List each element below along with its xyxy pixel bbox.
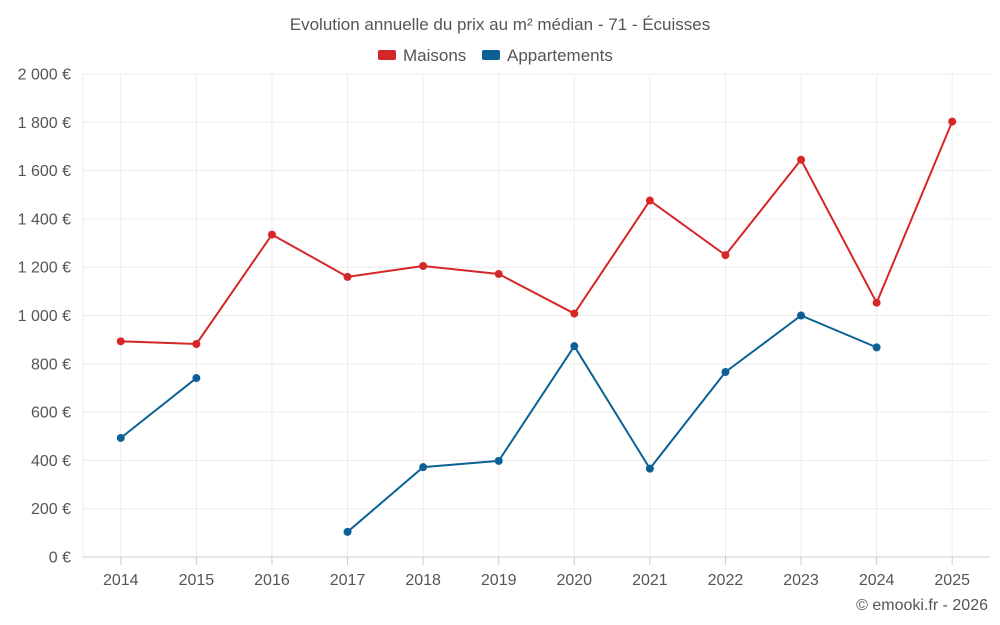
y-tick-label: 0 € bbox=[49, 550, 71, 567]
y-tick-label: 800 € bbox=[31, 356, 71, 373]
y-tick-label: 1 000 € bbox=[18, 308, 71, 325]
maisons-point-2018[interactable] bbox=[419, 261, 428, 270]
y-tick-label: 200 € bbox=[31, 501, 71, 518]
appartements-point-2023[interactable] bbox=[797, 311, 806, 320]
x-tick-label: 2023 bbox=[783, 572, 819, 589]
legend: Maisons Appartements bbox=[378, 46, 613, 65]
appartements-point-2020[interactable] bbox=[570, 342, 579, 351]
x-tick-label: 2017 bbox=[330, 572, 366, 589]
maisons-line bbox=[120, 121, 954, 345]
x-tick-label: 2025 bbox=[934, 572, 970, 589]
y-tick-label: 1 400 € bbox=[18, 211, 71, 228]
legend-item-maisons[interactable]: Maisons bbox=[378, 46, 466, 65]
maisons-point-2024[interactable] bbox=[872, 298, 881, 307]
legend-label-maisons: Maisons bbox=[403, 46, 466, 65]
legend-swatch-appartements bbox=[482, 50, 500, 60]
appartements-point-2017[interactable] bbox=[343, 527, 352, 536]
x-tick-label: 2021 bbox=[632, 572, 668, 589]
appartements-line bbox=[346, 314, 878, 533]
appartements-point-2014[interactable] bbox=[116, 433, 125, 442]
y-tick-label: 1 200 € bbox=[18, 260, 71, 277]
credit-label: © emooki.fr - 2026 bbox=[856, 597, 988, 614]
series bbox=[116, 117, 957, 536]
maisons-point-2020[interactable] bbox=[570, 309, 579, 318]
x-tick-label: 2018 bbox=[405, 572, 441, 589]
y-tick-label: 400 € bbox=[31, 453, 71, 470]
appartements-point-2022[interactable] bbox=[721, 368, 730, 377]
axes: 0 € 200 € 400 € 600 € 800 € 1 000 € 1 200 € 1 4… bbox=[18, 67, 990, 589]
grid bbox=[83, 73, 990, 557]
appartements-point-2018[interactable] bbox=[419, 463, 428, 472]
x-tick-label: 2015 bbox=[179, 572, 215, 589]
appartements-point-2024[interactable] bbox=[872, 343, 881, 352]
x-tick-label: 2022 bbox=[708, 572, 744, 589]
maisons-point-2021[interactable] bbox=[645, 196, 654, 205]
appartements-point-2021[interactable] bbox=[645, 464, 654, 473]
x-tick-label: 2014 bbox=[103, 572, 139, 589]
y-tick-label: 600 € bbox=[31, 405, 71, 422]
maisons-point-2023[interactable] bbox=[797, 155, 806, 164]
appartements-point-2015[interactable] bbox=[192, 374, 201, 383]
chart-title: Evolution annuelle du prix au m² médian … bbox=[290, 15, 711, 34]
x-tick-label: 2016 bbox=[254, 572, 290, 589]
appartements-line bbox=[120, 377, 197, 439]
maisons-point-2015[interactable] bbox=[192, 339, 201, 348]
maisons-point-2016[interactable] bbox=[267, 230, 276, 239]
maisons-point-2014[interactable] bbox=[116, 337, 125, 346]
maisons-point-2019[interactable] bbox=[494, 269, 503, 278]
y-tick-label: 1 600 € bbox=[18, 163, 71, 180]
x-tick-label: 2020 bbox=[556, 572, 592, 589]
legend-swatch-maisons bbox=[378, 50, 396, 60]
maisons-point-2025[interactable] bbox=[948, 117, 957, 126]
maisons-point-2022[interactable] bbox=[721, 251, 730, 260]
y-tick-label: 2 000 € bbox=[18, 67, 71, 84]
appartements-point-2019[interactable] bbox=[494, 456, 503, 465]
x-tick-label: 2019 bbox=[481, 572, 517, 589]
x-tick-label: 2024 bbox=[859, 572, 895, 589]
maisons-point-2017[interactable] bbox=[343, 272, 352, 281]
y-tick-label: 1 800 € bbox=[18, 115, 71, 132]
legend-label-appartements: Appartements bbox=[507, 46, 613, 65]
legend-item-appartements[interactable]: Appartements bbox=[482, 46, 613, 65]
